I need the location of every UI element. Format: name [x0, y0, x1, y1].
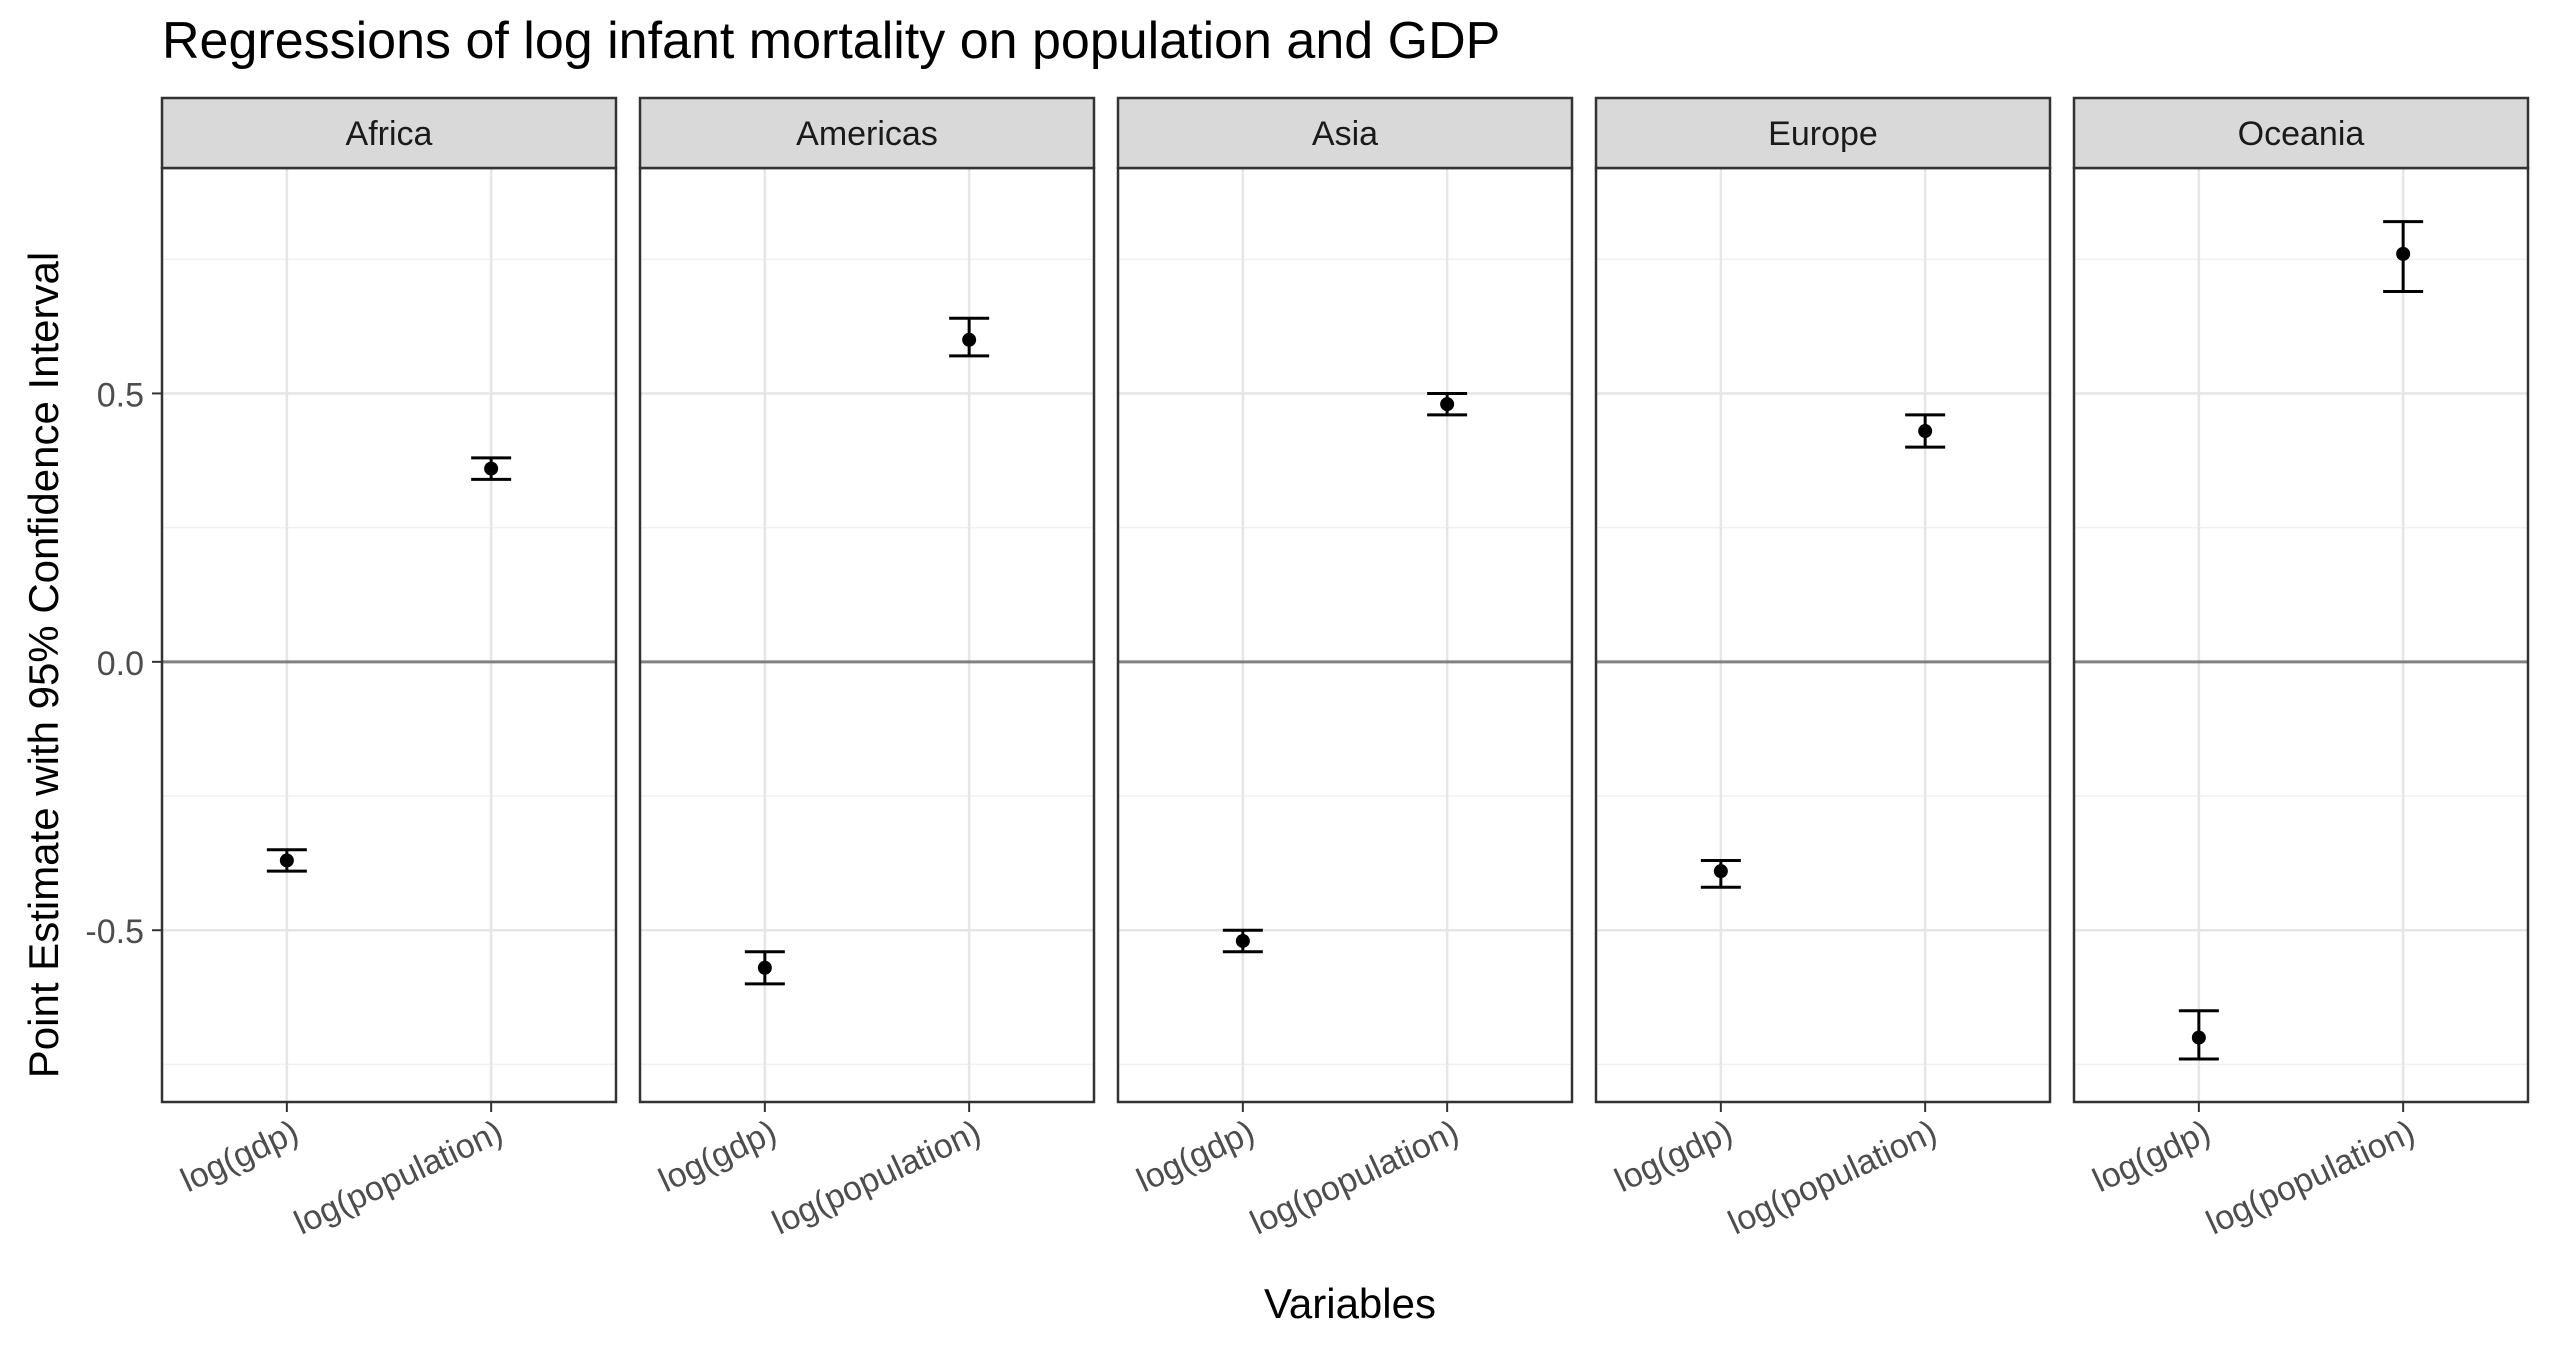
x-axis-title: Variables — [1264, 1280, 1436, 1327]
x-tick-label: log(population) — [1723, 1113, 1943, 1243]
point-estimate — [757, 960, 772, 975]
x-tick-label: log(population) — [767, 1113, 987, 1243]
panel-background — [2074, 168, 2528, 1102]
point-estimate — [1918, 424, 1933, 439]
point-estimate — [2396, 246, 2411, 261]
facet-strip-label: Africa — [346, 115, 433, 153]
point-estimate — [484, 461, 499, 476]
y-tick-label: 0.5 — [97, 376, 144, 414]
point-estimate — [279, 853, 294, 868]
x-tick-label: log(population) — [1245, 1113, 1465, 1243]
y-tick-label: 0.0 — [97, 645, 144, 683]
x-tick-label: log(gdp) — [2087, 1113, 2216, 1200]
facet-strip — [1594, 96, 2052, 170]
point-estimate — [1440, 397, 1455, 412]
facet-strip — [2072, 96, 2530, 170]
panel-background — [1118, 168, 1572, 1102]
facet-strip-label: Oceania — [2238, 115, 2365, 153]
chart-title: Regressions of log infant mortality on p… — [162, 12, 1500, 70]
x-tick-label: log(gdp) — [1131, 1113, 1260, 1200]
y-axis-title: Point Estimate with 95% Confidence Inter… — [20, 252, 67, 1078]
y-tick-label: -0.5 — [85, 913, 144, 951]
facet-panel-africa: Africa log(gdp)log(population) — [160, 96, 618, 1243]
facet-strip-label: Americas — [796, 115, 938, 153]
facet-panels: -0.50.00.5Africalog(gdp)log(population)A… — [85, 96, 2530, 1243]
panel-background — [1596, 168, 2050, 1102]
panel-background — [640, 168, 1094, 1102]
x-tick-label: log(gdp) — [175, 1113, 304, 1200]
facet-panel-europe: Europe log(gdp)log(population) — [1594, 96, 2052, 1243]
x-tick-label: log(population) — [289, 1113, 509, 1243]
facet-panel-americas: Americas log(gdp)log(population) — [638, 96, 1096, 1243]
panel-background — [162, 168, 616, 1102]
point-estimate — [1713, 864, 1728, 879]
point-estimate — [962, 332, 977, 347]
facet-panel-asia: Asia log(gdp)log(population) — [1116, 96, 1574, 1243]
facet-strip-label: Europe — [1768, 115, 1878, 153]
x-tick-label: log(gdp) — [653, 1113, 782, 1200]
point-estimate — [1235, 933, 1250, 948]
x-tick-label: log(population) — [2201, 1113, 2421, 1243]
facet-strip-label: Asia — [1312, 115, 1378, 153]
facet-panel-oceania: Oceania log(gdp)log(population) — [2072, 96, 2530, 1243]
x-tick-label: log(gdp) — [1609, 1113, 1738, 1200]
point-estimate — [2191, 1030, 2206, 1045]
facet-strip — [638, 96, 1096, 170]
facet-strip — [160, 96, 618, 170]
facet-strip — [1116, 96, 1574, 170]
